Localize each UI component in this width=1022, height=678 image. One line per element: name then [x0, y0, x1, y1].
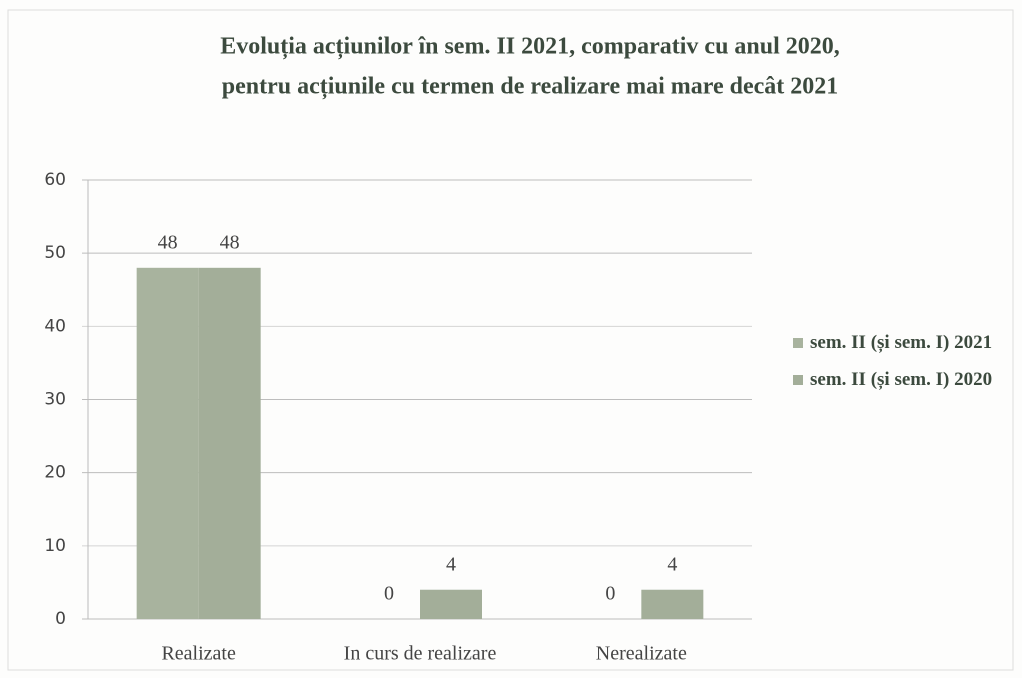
value-label: 4	[446, 553, 456, 575]
y-tick-label: 30	[44, 390, 66, 410]
x-tick-label: In curs de realizare	[344, 643, 497, 665]
value-label: 48	[158, 231, 178, 253]
bar	[420, 589, 482, 619]
y-tick-label: 0	[55, 609, 66, 629]
value-label: 0	[384, 583, 394, 605]
chart-title: Evoluția acțiunilor în sem. II 2021, com…	[220, 34, 840, 60]
y-tick-label: 50	[44, 243, 66, 263]
y-tick-label: 20	[44, 463, 66, 483]
value-label: 48	[220, 231, 240, 253]
legend-item: sem. II (și sem. I) 2021	[793, 330, 1018, 355]
legend-item: sem. II (și sem. I) 2020	[793, 367, 1018, 392]
y-tick-label: 10	[44, 536, 66, 556]
bar	[641, 589, 704, 619]
x-tick-label: Realizate	[161, 643, 236, 665]
y-tick-label: 60	[44, 170, 66, 190]
value-label: 0	[605, 583, 615, 605]
bar	[136, 267, 199, 619]
legend-swatch	[793, 375, 803, 385]
x-tick-label: Nerealizate	[596, 643, 687, 665]
chart-subtitle: pentru acțiunile cu termen de realizare …	[222, 74, 839, 100]
legend-swatch	[793, 338, 803, 348]
legend-label: sem. II (și sem. I) 2020	[810, 369, 993, 390]
value-label: 4	[667, 553, 677, 575]
frame	[7, 9, 1014, 671]
y-tick-label: 40	[44, 316, 66, 336]
legend: sem. II (și sem. I) 2021 sem. II (și sem.…	[793, 330, 1018, 404]
bar	[198, 267, 261, 619]
legend-label: sem. II (și sem. I) 2021	[810, 332, 993, 353]
